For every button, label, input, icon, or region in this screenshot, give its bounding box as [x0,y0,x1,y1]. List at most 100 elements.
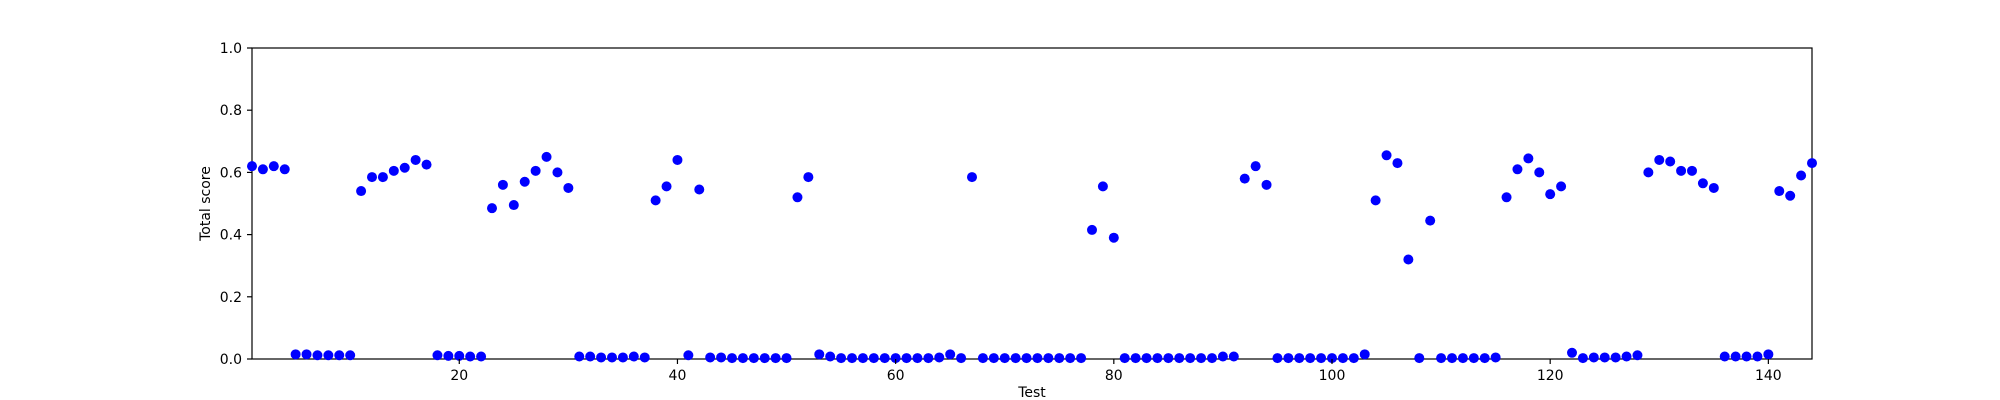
data-point [432,350,443,361]
data-point [1654,154,1665,165]
data-point [977,353,988,364]
data-point [836,353,847,364]
data-point [334,350,345,361]
data-point [1261,179,1272,190]
data-point [1425,215,1436,226]
data-point [1021,353,1032,364]
data-point [814,349,825,360]
data-point [901,353,912,364]
data-point [247,161,257,172]
data-point [661,181,672,192]
data-point [1196,353,1207,364]
data-point [628,351,639,362]
data-point [268,161,279,172]
data-point [465,351,476,362]
data-point [1076,353,1087,364]
y-tick-label: 0.4 [220,228,242,244]
data-point [1436,353,1447,364]
data-point [956,353,967,364]
data-point [825,351,836,362]
data-point [1796,170,1807,181]
data-points [247,150,1817,364]
data-point [312,350,323,361]
x-tick-label: 20 [450,368,468,384]
data-point [1359,349,1370,360]
data-point [301,349,312,360]
data-point [1556,181,1567,192]
data-point [694,184,705,195]
data-point [1457,353,1468,364]
x-tick-label: 120 [1537,368,1564,384]
data-point [1032,353,1043,364]
data-point [1490,352,1501,363]
data-point [421,159,432,170]
data-point [1414,353,1425,364]
data-point [367,172,377,183]
data-point [1523,153,1534,164]
data-point [1141,353,1152,364]
data-point [487,203,497,214]
data-point [1610,352,1621,363]
data-point [1577,353,1588,364]
y-tick-label: 0.6 [220,165,242,181]
data-point [705,352,716,363]
data-point [1697,178,1708,189]
data-point [1174,353,1185,364]
x-tick-label: 100 [1319,368,1346,384]
x-tick-label: 80 [1105,368,1123,384]
data-point [1599,352,1610,363]
data-point [999,353,1010,364]
data-point [1512,164,1523,175]
data-point [1621,351,1632,362]
data-point [1567,347,1577,358]
x-tick-label: 40 [669,368,687,384]
data-point [912,353,923,364]
data-point [257,164,268,175]
data-point [1708,182,1719,193]
data-point [1741,351,1752,362]
data-point [530,165,541,176]
data-point [1545,189,1556,200]
data-point [1392,158,1403,169]
data-point [1163,353,1174,364]
data-point [574,351,585,362]
data-point [868,353,879,364]
x-tick-label: 140 [1755,368,1782,384]
data-point [596,352,607,363]
data-point [1687,165,1697,176]
data-point [1305,353,1316,364]
x-axis-label: Test [1017,385,1046,400]
data-point [410,154,421,165]
data-point [443,350,454,361]
data-point [1054,353,1065,364]
data-point [1283,353,1294,364]
data-point [552,167,563,178]
data-point [945,349,956,360]
data-point [934,352,945,363]
data-point [1272,353,1283,364]
data-point [345,350,356,361]
data-point [781,353,792,364]
data-point [1447,353,1457,364]
data-point [1665,156,1676,167]
data-point [1065,353,1076,364]
data-point [1676,165,1687,176]
y-tick-label: 0.8 [220,103,242,119]
data-point [1130,353,1141,364]
data-point [388,165,399,176]
data-point [323,350,334,361]
data-point [377,172,388,183]
data-point [737,353,748,364]
data-point [890,353,901,364]
data-point [1207,353,1217,364]
y-axis-label: Total score [198,166,214,242]
plot-frame [251,47,1813,360]
plot-area [251,47,1813,360]
data-point [1588,352,1599,363]
data-point [1087,224,1097,235]
data-point [1010,353,1021,364]
data-point [1381,150,1392,161]
data-point [1501,192,1512,203]
data-point [748,353,759,364]
